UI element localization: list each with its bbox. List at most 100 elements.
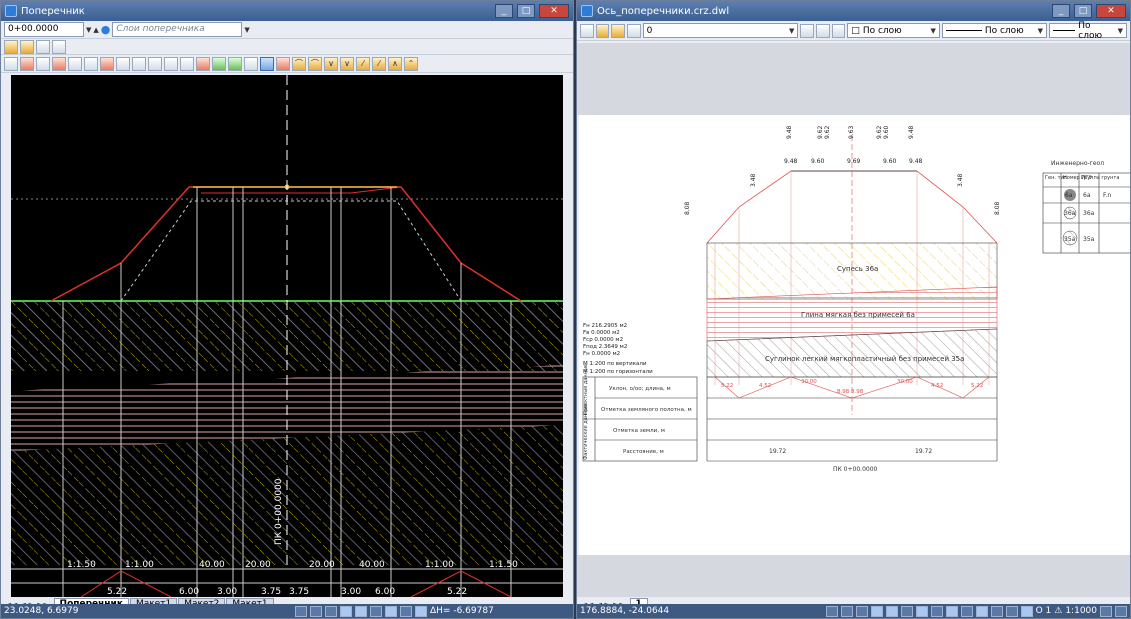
tool-icon[interactable]: ⌃ (404, 56, 418, 71)
tool-icon[interactable] (244, 56, 258, 71)
dropdown-arrow-icon: ▼ (930, 26, 936, 35)
coords-readout: 23.0248, 6.6979 (4, 606, 79, 616)
tool-icon[interactable]: ⌒ (292, 56, 306, 71)
otrack-icon[interactable] (900, 605, 913, 617)
tool-icon[interactable] (100, 56, 114, 71)
tool-icon[interactable] (52, 39, 66, 54)
osnap-icon[interactable] (885, 605, 898, 617)
close-button[interactable]: ✕ (1096, 4, 1126, 18)
right-titlebar[interactable]: Ось_поперечники.crz.dwl _ □ ✕ (577, 1, 1130, 21)
right-window-title: Ось_поперечники.crz.dwl (597, 5, 730, 17)
tool-icon[interactable] (68, 56, 82, 71)
tool-icon[interactable] (196, 56, 210, 71)
maximize-button[interactable]: □ (1074, 4, 1092, 18)
snap-icon[interactable] (825, 605, 838, 617)
layer-color-icon[interactable] (626, 23, 641, 38)
legend-line: Fпод 2.3649 м2 (583, 344, 627, 350)
osnap-icon[interactable] (355, 605, 367, 617)
tool-icon[interactable] (180, 56, 194, 71)
tool-icon[interactable] (4, 39, 18, 54)
geo-row-label: 36а (1064, 210, 1076, 217)
grid-icon[interactable] (840, 605, 853, 617)
model-icon[interactable] (415, 605, 427, 617)
slope-value: 4.52 (759, 383, 771, 389)
tool-icon[interactable] (212, 56, 226, 71)
tool-icon[interactable] (276, 56, 290, 71)
ortho-icon[interactable] (855, 605, 868, 617)
annotation-scale[interactable]: 1:1000 (1065, 606, 1097, 616)
next-station-icon[interactable]: ▲ (93, 25, 99, 34)
tool-icon[interactable] (20, 39, 34, 54)
minimize-button[interactable]: _ (1052, 4, 1070, 18)
tool-icon[interactable]: ∨ (324, 56, 338, 71)
slope-diagram (714, 376, 990, 399)
tool-icon[interactable] (36, 39, 50, 54)
annotation-visibility[interactable]: О 1 (1035, 606, 1052, 616)
slope-value: 8.98 8.98 (837, 389, 864, 395)
color-dropdown[interactable]: □ По слою ▼ (847, 23, 940, 38)
tool-icon[interactable] (4, 56, 18, 71)
geo-header: Ген. тип (1045, 175, 1067, 181)
legend-line: Fср 0.0000 м2 (583, 337, 623, 343)
lwt-icon[interactable] (400, 605, 412, 617)
cross-section-canvas[interactable]: ПК 0+00.0000 1:1.50 1:1.00 40.00 20.00 2… (11, 75, 563, 598)
tpy-icon[interactable] (960, 605, 973, 617)
am-icon[interactable] (1005, 605, 1018, 617)
drawing-paper[interactable]: 9.48 9.62 9.62 9.63 9.62 9.60 9.48 9.48 … (579, 115, 1130, 555)
layer-state-icon[interactable] (595, 23, 610, 38)
tool-icon[interactable] (116, 56, 130, 71)
layers-dropdown[interactable]: Слои поперечника (112, 22, 243, 37)
prev-station-icon[interactable]: ▼ (86, 25, 92, 34)
grid-icon[interactable] (310, 605, 322, 617)
sc-icon[interactable] (990, 605, 1003, 617)
slope-label: 1:1.50 (67, 560, 96, 570)
ducs-icon[interactable] (915, 605, 928, 617)
table-row-labels: Уклон, о/оо; длина, м Отметка земляного … (601, 386, 692, 455)
fullscreen-icon[interactable] (1115, 605, 1127, 617)
maximize-button[interactable]: □ (517, 4, 535, 18)
tool-icon[interactable] (260, 56, 274, 71)
tool-icon[interactable] (52, 56, 66, 71)
left-titlebar[interactable]: Поперечник _ □ ✕ (1, 1, 573, 21)
close-button[interactable]: ✕ (539, 4, 569, 18)
slope-graph (410, 570, 512, 598)
lwt-icon[interactable] (945, 605, 958, 617)
tool-icon[interactable]: ⁄ (356, 56, 370, 71)
minimize-button[interactable]: _ (495, 4, 513, 18)
tool-icon[interactable] (228, 56, 242, 71)
station-input[interactable]: 0+00.0000 (4, 22, 84, 37)
ortho-icon[interactable] (325, 605, 337, 617)
layer-lock-icon[interactable] (611, 23, 625, 38)
lock-icon[interactable] (1100, 605, 1112, 617)
table-row-label: Отметка земли, м (613, 428, 665, 434)
layer-dropdown[interactable]: 0 ▼ (642, 23, 799, 38)
tool-icon[interactable]: ⁄ (372, 56, 386, 71)
tool-icon[interactable] (84, 56, 98, 71)
tool-icon[interactable] (132, 56, 146, 71)
tool-icon[interactable] (148, 56, 162, 71)
elev-mark: 9.62 (817, 125, 824, 139)
tool-icon[interactable]: ∨ (340, 56, 354, 71)
layer-tool-icon[interactable] (831, 23, 846, 38)
layer-tool-icon[interactable] (800, 23, 814, 38)
dim-label: 6.00 (179, 587, 199, 597)
polar-icon[interactable] (870, 605, 883, 617)
workspace-icon[interactable] (1020, 605, 1033, 617)
qp-icon[interactable] (975, 605, 988, 617)
otrack-icon[interactable] (370, 605, 382, 617)
tool-icon[interactable] (164, 56, 178, 71)
layers-dropdown-arrow-icon[interactable]: ▼ (244, 25, 250, 34)
layer-tool-icon[interactable] (815, 23, 830, 38)
pavement-outline (201, 186, 402, 194)
layer-manager-icon[interactable] (580, 23, 594, 38)
lineweight-dropdown[interactable]: По слою ▼ (1049, 21, 1127, 41)
snap-icon[interactable] (295, 605, 307, 617)
tool-icon[interactable]: ∧ (388, 56, 402, 71)
dyn-icon[interactable] (930, 605, 943, 617)
tool-icon[interactable]: ⌒ (308, 56, 322, 71)
linetype-dropdown[interactable]: По слою ▼ (941, 23, 1048, 38)
polar-icon[interactable] (340, 605, 352, 617)
tool-icon[interactable] (20, 56, 34, 71)
tool-icon[interactable] (36, 56, 50, 71)
dyn-icon[interactable] (385, 605, 397, 617)
